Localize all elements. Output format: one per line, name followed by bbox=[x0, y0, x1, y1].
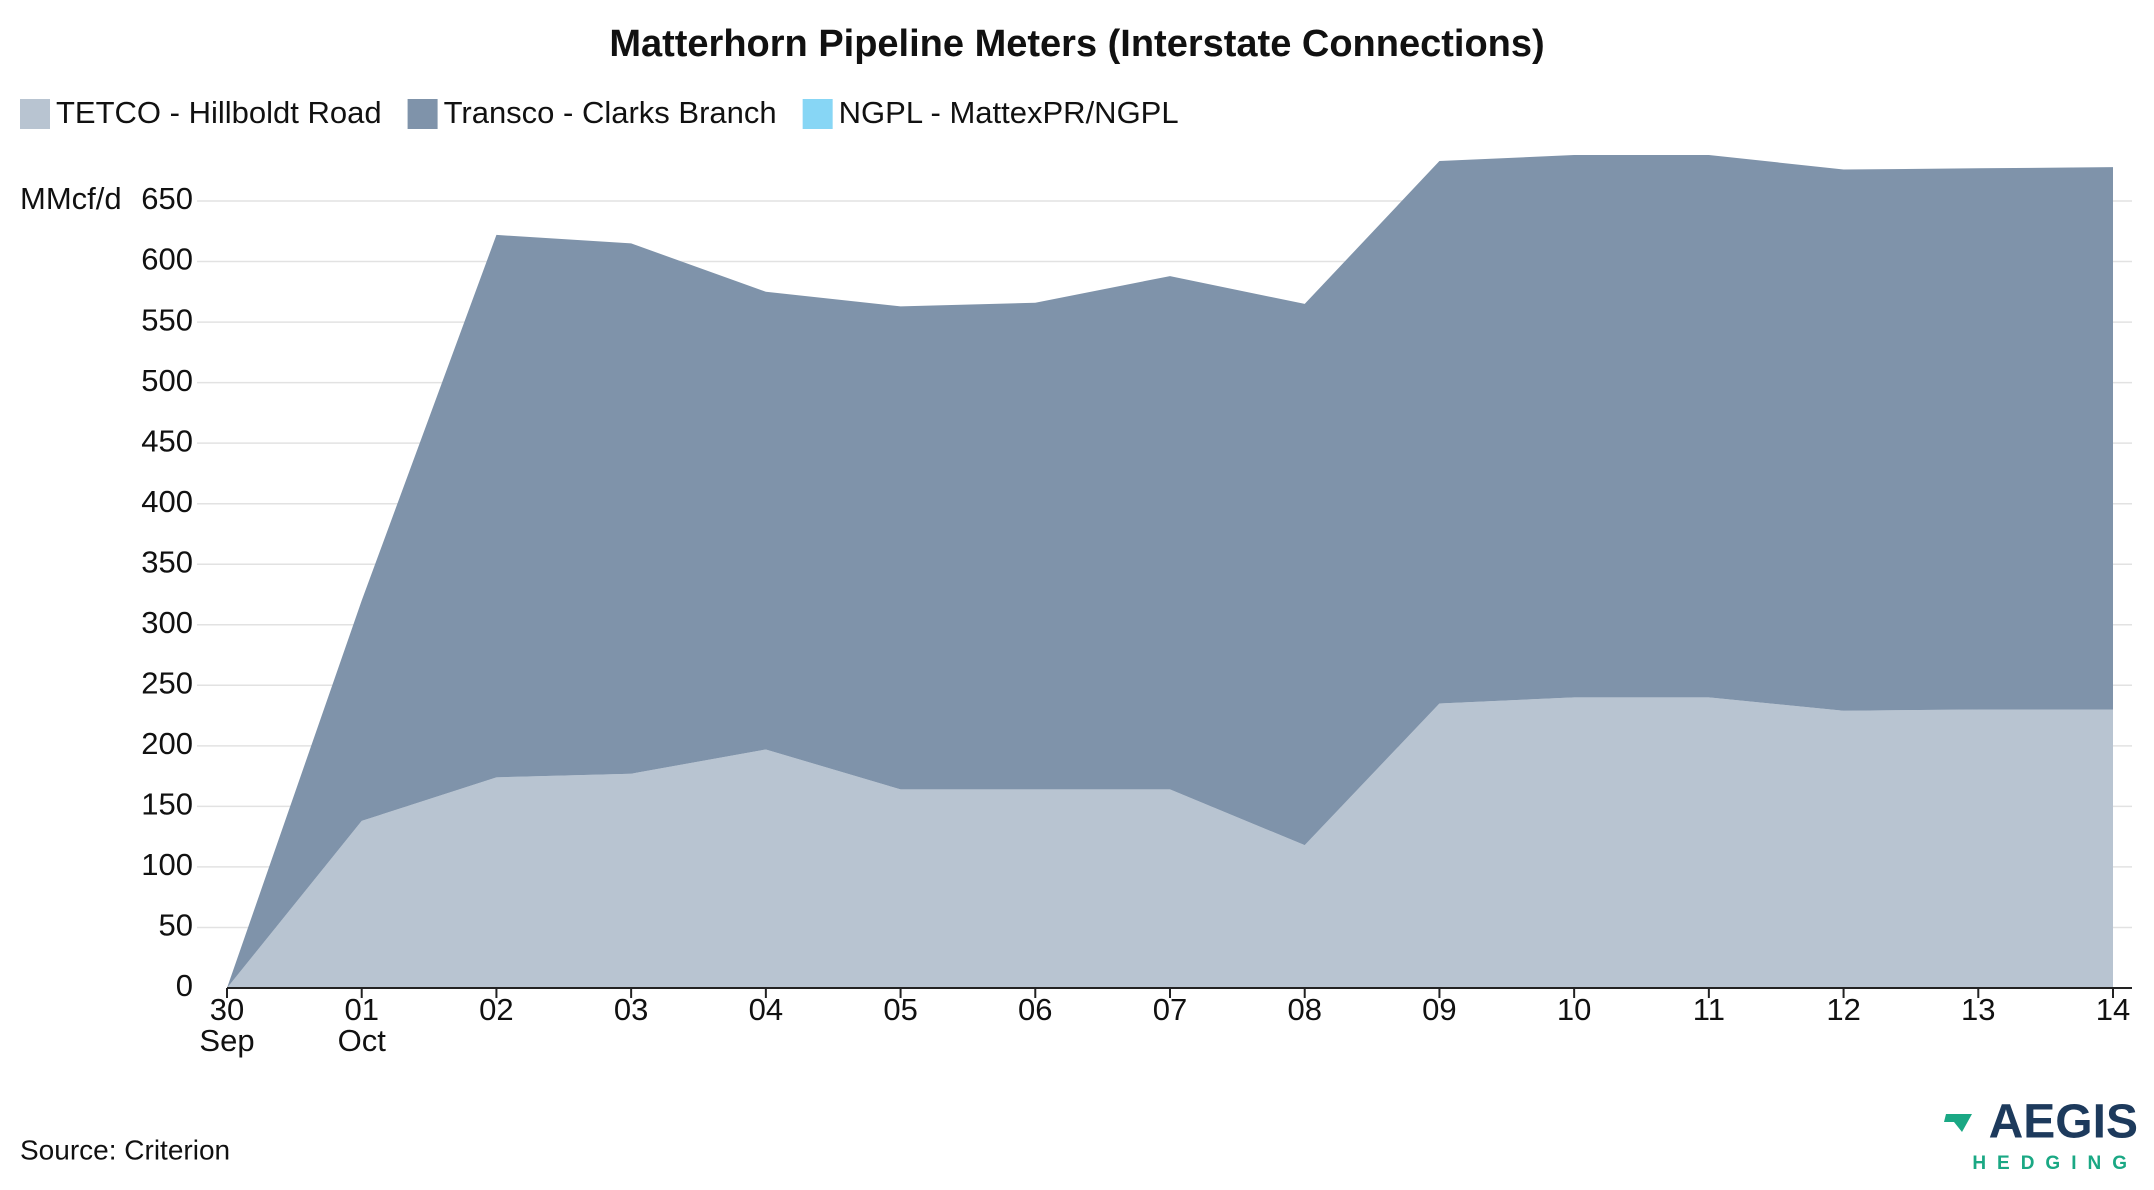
y-tick-label: 400 bbox=[141, 484, 193, 519]
y-tick-label: 600 bbox=[141, 242, 193, 277]
logo-name: AEGIS bbox=[1989, 1096, 2138, 1149]
x-tick-label: 08 bbox=[1287, 992, 1321, 1027]
y-tick-label: 650 bbox=[141, 181, 193, 216]
x-tick-label: 02 bbox=[479, 992, 513, 1027]
legend-label: Transco - Clarks Branch bbox=[444, 95, 777, 130]
x-tick-label: 06 bbox=[1018, 992, 1052, 1027]
legend-swatch bbox=[802, 99, 833, 129]
area bbox=[227, 154, 2113, 988]
logo-tagline: HEDGING bbox=[1972, 1153, 2138, 1174]
y-tick-label: 550 bbox=[141, 302, 193, 337]
x-tick-label: 09 bbox=[1422, 992, 1456, 1027]
y-tick-label: 250 bbox=[141, 665, 193, 700]
legend-label: NGPL - MattexPR/NGPL bbox=[839, 95, 1179, 130]
x-tick-label: 01 bbox=[344, 992, 378, 1027]
y-tick-label: 150 bbox=[141, 787, 193, 822]
source: Source: Criterion bbox=[20, 1134, 230, 1165]
x-tick-label: 03 bbox=[614, 992, 648, 1027]
x-tick-label: 07 bbox=[1153, 992, 1187, 1027]
logo-mark bbox=[1944, 1114, 1972, 1132]
area bbox=[227, 697, 2113, 988]
x-tick-label: 14 bbox=[2096, 992, 2130, 1027]
legend-swatch bbox=[407, 99, 438, 129]
y-axis-label: MMcf/d bbox=[20, 181, 122, 216]
x-tick-label: 11 bbox=[1693, 992, 1725, 1027]
x-tick-label: 30 bbox=[210, 992, 244, 1027]
x-tick-label: 12 bbox=[1826, 992, 1860, 1027]
legend-swatch bbox=[20, 99, 50, 129]
y-tick-label: 200 bbox=[141, 726, 193, 761]
y-tick-label: 0 bbox=[176, 968, 193, 1003]
y-tick-label: 500 bbox=[141, 363, 193, 398]
chart-title: Matterhorn Pipeline Meters (Interstate C… bbox=[609, 23, 1544, 65]
x-tick-label: 05 bbox=[883, 992, 917, 1027]
logo: AEGIS HEDGING bbox=[1944, 1096, 2138, 1174]
x-tick-sublabel: Oct bbox=[338, 1023, 387, 1058]
y-tick-label: 50 bbox=[159, 908, 193, 943]
y-tick-label: 350 bbox=[141, 544, 193, 579]
y-tick-label: 100 bbox=[141, 847, 193, 882]
x-tick-sublabel: Sep bbox=[199, 1023, 254, 1058]
x-tick-label: 10 bbox=[1557, 992, 1591, 1027]
x-tick-label: 13 bbox=[1961, 992, 1995, 1027]
y-tick-label: 300 bbox=[141, 605, 193, 640]
legend-label: TETCO - Hillboldt Road bbox=[56, 95, 382, 130]
x-tick-label: 04 bbox=[749, 992, 783, 1027]
y-tick-label: 450 bbox=[141, 423, 193, 458]
